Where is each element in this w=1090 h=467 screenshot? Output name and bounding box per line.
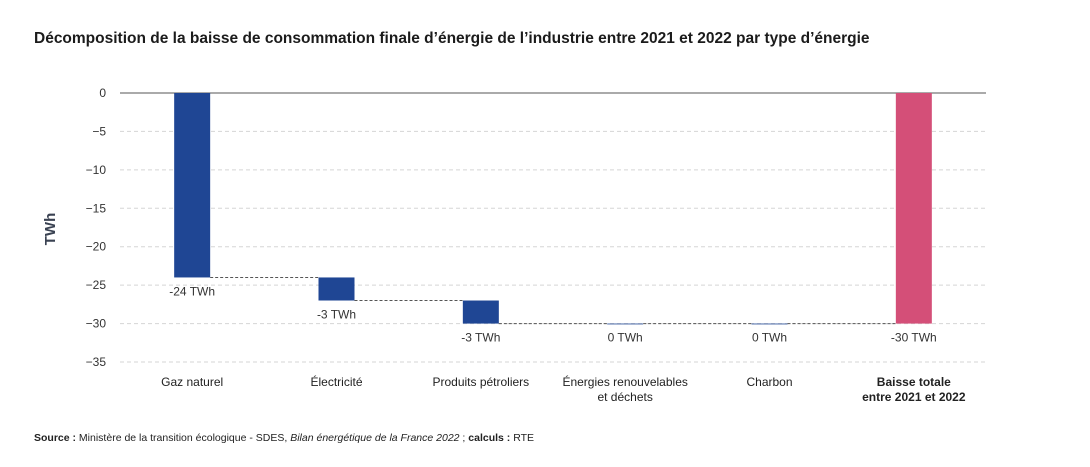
data-label: -30 TWh <box>891 331 937 345</box>
x-category-label: Charbon <box>746 375 792 389</box>
y-tick-label: 0 <box>99 86 106 100</box>
y-tick-label: −35 <box>86 355 107 369</box>
y-tick-label: −30 <box>86 317 107 331</box>
data-label: 0 TWh <box>608 331 643 345</box>
y-tick-label: −10 <box>86 163 107 177</box>
source-label: Source : <box>34 432 77 444</box>
bar <box>462 300 499 324</box>
y-tick-label: −5 <box>92 124 106 138</box>
source-publication: Bilan énergétique de la France 2022 <box>290 432 460 444</box>
source-note: Source : Ministère de la transition écol… <box>34 432 534 444</box>
source-separator: ; <box>459 432 469 444</box>
bar <box>895 93 932 324</box>
data-label: -3 TWh <box>461 331 500 345</box>
x-category-label: entre 2021 et 2022 <box>862 390 966 404</box>
chart-title: Décomposition de la baisse de consommati… <box>34 30 870 47</box>
x-category-label: Électricité <box>310 374 362 389</box>
x-category-label: et déchets <box>597 390 652 404</box>
calc-value: RTE <box>510 432 535 444</box>
bar <box>318 277 355 301</box>
y-tick-label: −15 <box>86 201 107 215</box>
bar <box>751 323 788 325</box>
x-category-label: Produits pétroliers <box>432 375 529 389</box>
data-label: -3 TWh <box>317 308 356 322</box>
bar <box>174 93 211 278</box>
x-category-label: Baisse totale <box>877 375 951 389</box>
x-category-label: Gaz naturel <box>161 375 223 389</box>
y-tick-label: −25 <box>86 278 107 292</box>
source-text: Ministère de la transition écologique - … <box>76 432 291 444</box>
data-label: -24 TWh <box>169 284 215 298</box>
y-tick-label: −20 <box>86 240 107 254</box>
x-category-label: Énergies renouvelables <box>562 374 687 389</box>
data-label: 0 TWh <box>752 331 787 345</box>
calc-label: calculs : <box>468 432 511 444</box>
y-axis-label: TWh <box>42 213 59 245</box>
bar <box>607 323 644 325</box>
